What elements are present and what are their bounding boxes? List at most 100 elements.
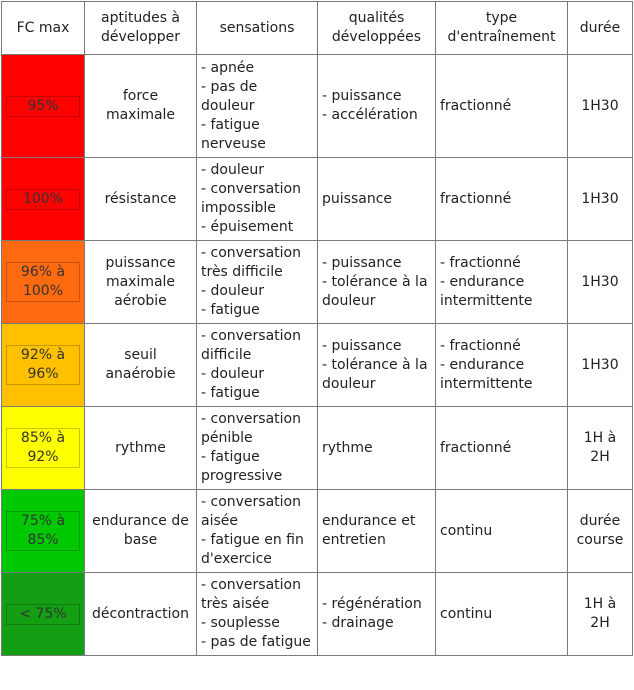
sensations-cell: - conversation très difficile - douleur - … [196,240,318,324]
sensation-line: - fatigue progressive [201,449,283,484]
sensation-line: - pas de fatigue [201,634,311,650]
sensations-cell: - douleur - conversation impossible - épui… [196,157,318,241]
sensation-line: - douleur [201,366,264,382]
sensations-cell: - conversation difficile - douleur - fatig… [196,323,318,407]
aptitude-cell: endurance de base [84,489,197,573]
duree-cell: 1H30 [567,323,633,407]
type-line: fractionné [440,190,512,207]
aptitude-cell: puissance maximale aérobie [84,240,197,324]
qualite-line: rythme [322,439,373,456]
duree-cell: 1H à 2H [567,572,633,656]
sensation-line: - fatigue [201,302,260,318]
type-cell: - fractionné - endurance intermittente [435,323,568,407]
qualite-line: - accélération [322,107,418,123]
header-row: FC max aptitudes à développer sensations… [1,1,633,55]
fc-max-cell: 95% [1,54,85,158]
sensation-line: - conversation aisée [201,494,301,529]
fc-max-value: 96% à 100% [6,262,80,302]
aptitude-cell: seuil anaérobie [84,323,197,407]
sensations-cell: - conversation pénible - fatigue progress… [196,406,318,490]
zone-row: 85% à 92% rythme - conversation pénible - f… [1,406,633,490]
zone-row: 96% à 100% puissance maximale aérobie - co… [1,240,633,324]
aptitude-cell: décontraction [84,572,197,656]
qualites-cell: puissance [317,157,436,241]
sensation-line: - conversation très difficile [201,245,301,280]
type-cell: fractionné [435,406,568,490]
qualite-line: - tolérance à la douleur [322,356,428,392]
fc-max-cell: 100% [1,157,85,241]
qualite-line: - tolérance à la douleur [322,273,428,309]
sensations-cell: - conversation aisée - fatigue en fin d'e… [196,489,318,573]
header-aptitudes: aptitudes à développer [84,1,197,55]
type-line: - endurance intermittente [440,273,533,309]
header-type: type d'entraînement [435,1,568,55]
fc-max-cell: 75% à 85% [1,489,85,573]
type-line: continu [440,605,493,622]
sensations-cell: - apnée - pas de douleur - fatigue nerveus… [196,54,318,158]
fc-max-cell: 96% à 100% [1,240,85,324]
aptitude-cell: rythme [84,406,197,490]
sensation-line: - fatigue [201,385,260,401]
qualites-cell: - puissance - tolérance à la douleur [317,240,436,324]
qualite-line: - drainage [322,615,394,631]
fc-max-value: 100% [6,188,80,210]
zone-row: 75% à 85% endurance de base - conversation… [1,489,633,573]
qualite-line: - puissance [322,88,402,104]
sensation-line: - fatigue nerveuse [201,116,266,152]
header-duree: durée [567,1,633,55]
type-cell: fractionné [435,157,568,241]
fc-max-value: 85% à 92% [6,428,80,468]
sensation-line: - pas de douleur [201,78,258,114]
fc-max-cell: 92% à 96% [1,323,85,407]
qualite-line: endurance et entretien [322,513,416,548]
fc-max-value: 75% à 85% [6,511,80,551]
duree-cell: 1H30 [567,240,633,324]
aptitude-cell: force maximale [84,54,197,158]
duree-cell: 1H30 [567,157,633,241]
sensation-line: - conversation pénible [201,411,301,446]
zone-row: 95% force maximale - apnée - pas de douleur… [1,54,633,158]
sensations-cell: - conversation très aisée - souplesse - pa… [196,572,318,656]
sensation-line: - conversation difficile [201,328,301,363]
fc-max-value: 92% à 96% [6,345,80,385]
type-line: fractionné [440,97,512,114]
qualites-cell: - puissance - tolérance à la douleur [317,323,436,407]
sensation-line: - conversation très aisée [201,577,301,612]
fc-max-value: < 75% [6,603,80,625]
type-line: - fractionné [440,254,521,271]
fc-max-value: 95% [6,95,80,117]
header-sensations: sensations [196,1,318,55]
type-line: fractionné [440,439,512,456]
fc-max-cell: 85% à 92% [1,406,85,490]
sensation-line: - douleur [201,162,264,178]
header-qualites: qualités développées [317,1,436,55]
aptitude-cell: résistance [84,157,197,241]
zone-row: 100% résistance - douleur - conversation im… [1,157,633,241]
type-line: - endurance intermittente [440,356,533,392]
duree-cell: 1H30 [567,54,633,158]
duree-cell: durée course [567,489,633,573]
zone-row: 92% à 96% seuil anaérobie - conversation d… [1,323,633,407]
qualite-line: - régénération [322,596,422,612]
sensation-line: - souplesse [201,615,280,631]
type-cell: fractionné [435,54,568,158]
sensation-line: - épuisement [201,219,294,235]
qualite-line: puissance [322,190,392,207]
type-cell: - fractionné - endurance intermittente [435,240,568,324]
type-cell: continu [435,489,568,573]
qualites-cell: - régénération - drainage [317,572,436,656]
sensation-line: - fatigue en fin d'exercice [201,532,304,567]
qualites-cell: rythme [317,406,436,490]
sensation-line: - apnée [201,59,255,76]
qualites-cell: endurance et entretien [317,489,436,573]
zone-row: < 75% décontraction - conversation très ai… [1,572,633,656]
type-cell: continu [435,572,568,656]
qualites-cell: - puissance - accélération [317,54,436,158]
type-line: continu [440,522,493,539]
header-fc-max: FC max [1,1,85,55]
qualite-line: - puissance [322,337,402,354]
duree-cell: 1H à 2H [567,406,633,490]
type-line: - fractionné [440,337,521,354]
training-zones-table: FC max aptitudes à développer sensations… [1,1,633,656]
qualite-line: - puissance [322,254,402,271]
